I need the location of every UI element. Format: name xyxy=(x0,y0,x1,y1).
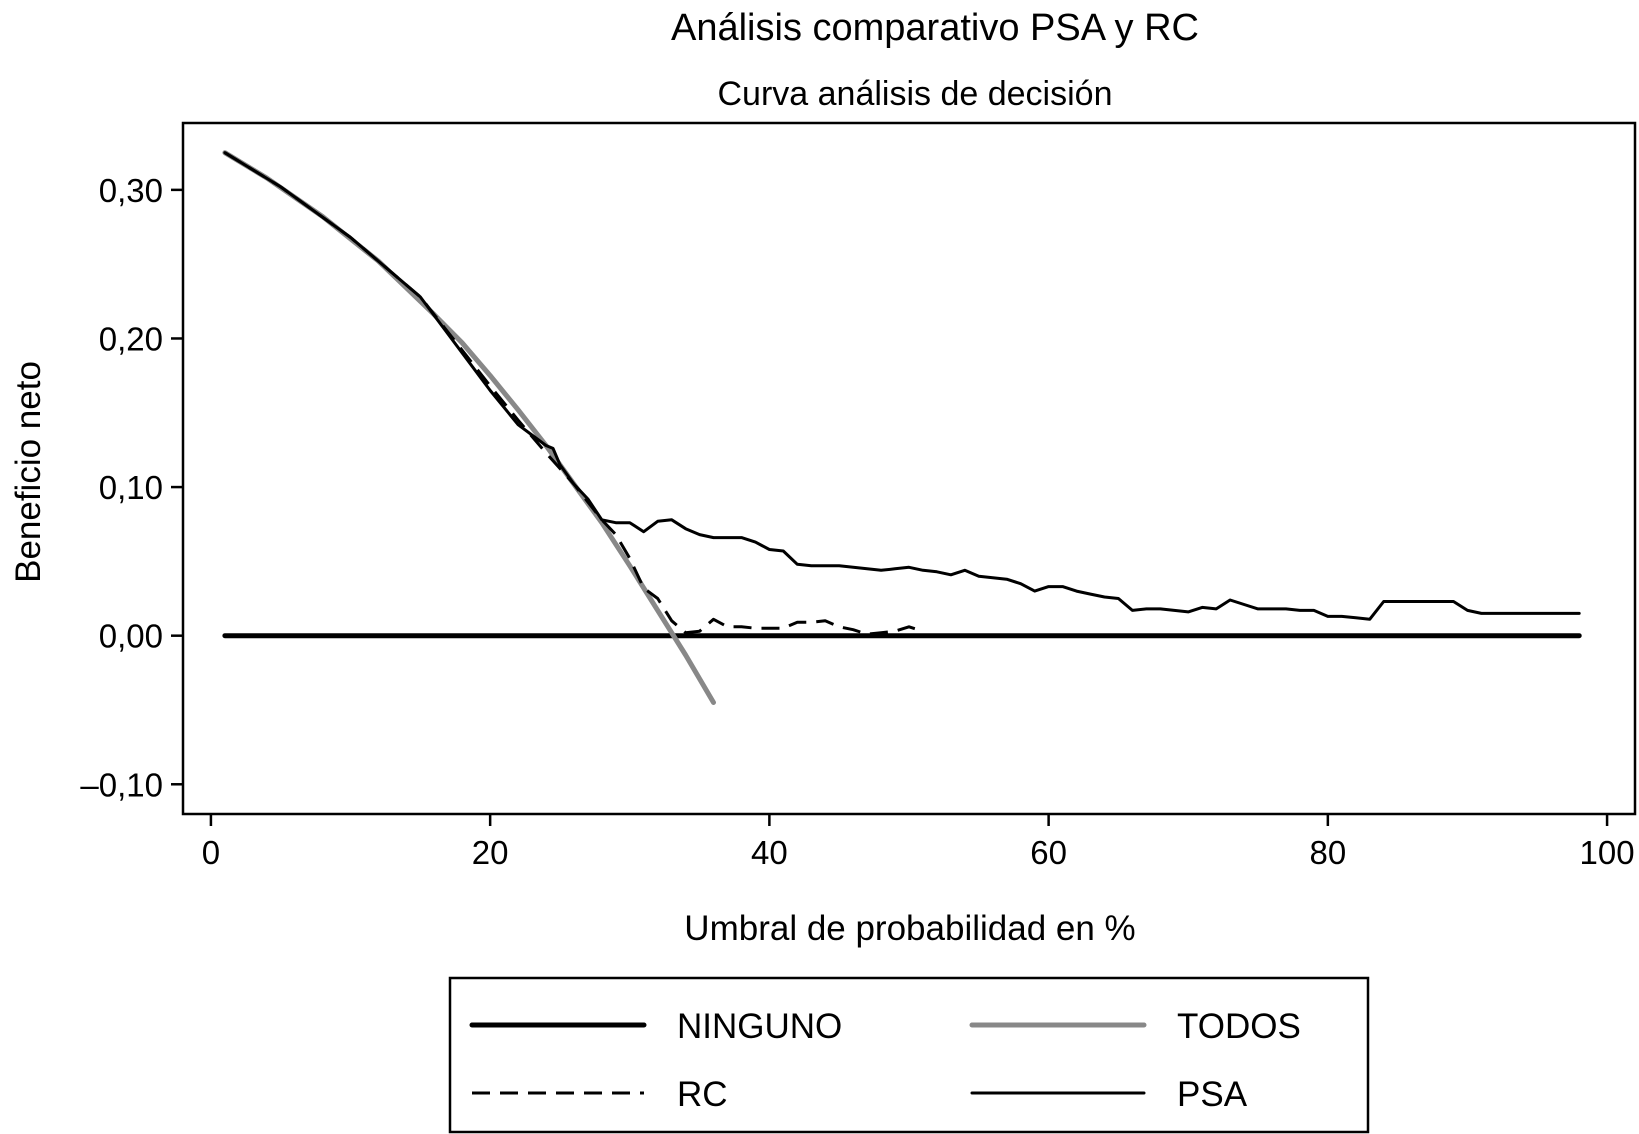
y-tick-label: 0,20 xyxy=(99,320,163,357)
y-axis-label: Beneficio neto xyxy=(9,361,48,583)
x-tick-label: 40 xyxy=(751,834,788,871)
plot-frame xyxy=(181,121,1637,816)
y-tick-label: 0,30 xyxy=(99,172,163,209)
y-tick-label: 0,00 xyxy=(99,618,163,655)
y-axis: –0,10 0,00 0,10 0,20 0,30 xyxy=(80,172,183,803)
x-tick-label: 80 xyxy=(1309,834,1346,871)
series-line-rc xyxy=(224,151,924,636)
series-layer xyxy=(222,150,1582,705)
y-tick-label: 0,10 xyxy=(99,469,163,506)
legend-box xyxy=(448,976,1370,1134)
x-axis-label: Umbral de probabilidad en % xyxy=(684,909,1135,948)
series-line-psa xyxy=(223,151,1581,621)
legend-label-todos: TODOS xyxy=(1177,1007,1301,1046)
chart-title: Análisis comparativo PSA y RC xyxy=(671,7,1199,49)
x-axis: 0 20 40 60 80 100 xyxy=(202,814,1635,871)
chart-subtitle: Curva análisis de decisión xyxy=(718,75,1113,113)
y-tick-label: –0,10 xyxy=(80,766,163,803)
legend-label-rc: RC xyxy=(677,1075,728,1114)
legend-label-ninguno: NINGUNO xyxy=(677,1007,842,1046)
legend: NINGUNO TODOS RC PSA xyxy=(469,1007,1301,1114)
legend-label-psa: PSA xyxy=(1177,1075,1248,1114)
series-line-todos xyxy=(222,150,716,705)
x-tick-label: 0 xyxy=(202,834,220,871)
x-tick-label: 20 xyxy=(472,834,509,871)
x-tick-label: 60 xyxy=(1030,834,1067,871)
x-tick-label: 100 xyxy=(1580,834,1635,871)
